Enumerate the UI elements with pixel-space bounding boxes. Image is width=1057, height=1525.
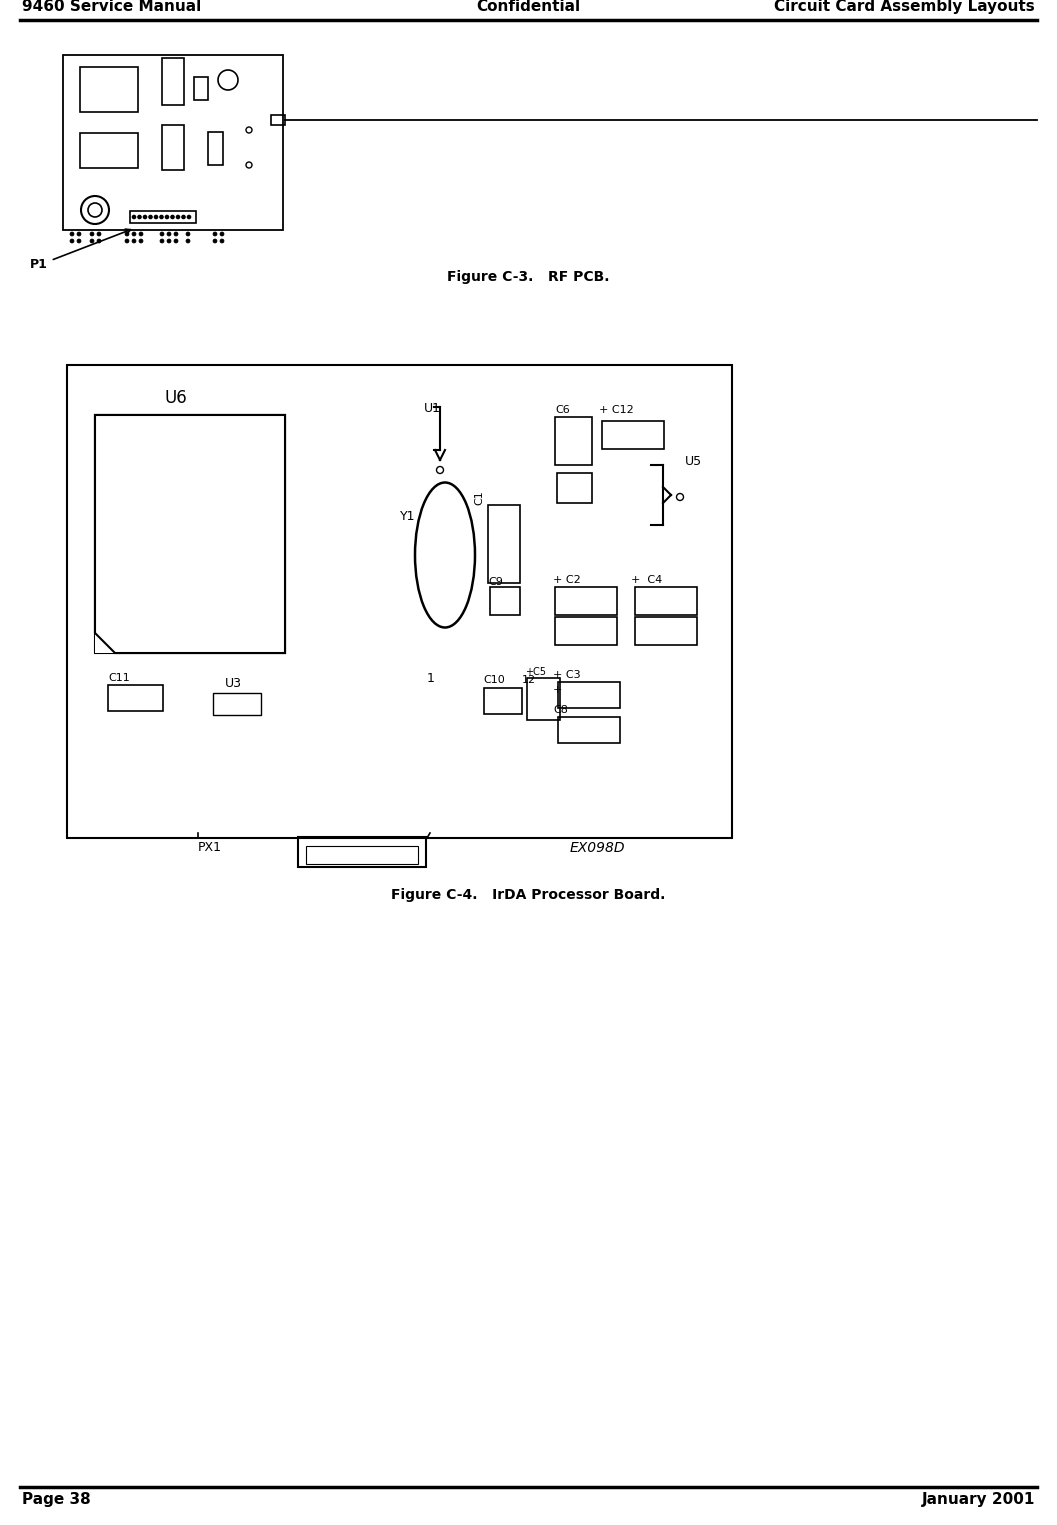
- Circle shape: [165, 215, 169, 218]
- Circle shape: [160, 232, 164, 236]
- Circle shape: [77, 239, 81, 242]
- Text: +: +: [553, 685, 562, 695]
- Circle shape: [186, 232, 190, 236]
- Text: PX1: PX1: [198, 840, 222, 854]
- Circle shape: [214, 239, 217, 242]
- Text: C9: C9: [488, 576, 503, 587]
- Bar: [194, 76, 208, 101]
- Text: C6: C6: [555, 406, 570, 415]
- Circle shape: [144, 215, 147, 218]
- Circle shape: [182, 215, 185, 218]
- Circle shape: [137, 215, 141, 218]
- Bar: [558, 682, 620, 708]
- Text: C8: C8: [553, 705, 568, 715]
- Text: + C3: + C3: [553, 669, 580, 680]
- Bar: [305, 846, 418, 865]
- Text: C10: C10: [483, 676, 505, 685]
- Circle shape: [70, 232, 74, 236]
- Circle shape: [174, 239, 178, 242]
- Circle shape: [149, 215, 152, 218]
- Bar: [63, 55, 283, 230]
- Text: EX098D: EX098D: [570, 840, 626, 856]
- Bar: [558, 717, 620, 743]
- Circle shape: [97, 239, 101, 242]
- Bar: [555, 416, 592, 465]
- Bar: [80, 67, 138, 111]
- Bar: [484, 688, 522, 714]
- Text: +C5: +C5: [525, 666, 546, 677]
- Bar: [95, 415, 285, 653]
- Text: 12: 12: [522, 676, 536, 685]
- Text: C1: C1: [474, 490, 484, 505]
- Circle shape: [220, 239, 224, 242]
- Text: January 2001: January 2001: [922, 1491, 1035, 1507]
- Bar: [635, 587, 697, 615]
- Text: U3: U3: [225, 677, 242, 689]
- Bar: [298, 837, 426, 868]
- Text: U1: U1: [424, 403, 441, 415]
- Bar: [490, 587, 520, 615]
- Text: Page 38: Page 38: [22, 1491, 91, 1507]
- Text: + C2: + C2: [553, 575, 580, 586]
- Circle shape: [187, 215, 190, 218]
- Bar: [271, 114, 285, 125]
- Bar: [208, 133, 223, 165]
- Text: + C12: + C12: [599, 406, 634, 415]
- Circle shape: [70, 239, 74, 242]
- Bar: [602, 421, 664, 448]
- Text: +  C4: + C4: [631, 575, 663, 586]
- Circle shape: [167, 239, 171, 242]
- Circle shape: [160, 215, 163, 218]
- Circle shape: [132, 215, 135, 218]
- Bar: [527, 679, 560, 720]
- Circle shape: [174, 232, 178, 236]
- Circle shape: [167, 232, 171, 236]
- Circle shape: [132, 232, 136, 236]
- Bar: [488, 505, 520, 583]
- Circle shape: [132, 239, 136, 242]
- Circle shape: [220, 232, 224, 236]
- Circle shape: [171, 215, 174, 218]
- Text: 1: 1: [427, 673, 434, 685]
- Circle shape: [125, 239, 129, 242]
- Bar: [214, 692, 261, 715]
- Circle shape: [154, 215, 157, 218]
- Text: Y1: Y1: [400, 509, 415, 523]
- Circle shape: [125, 232, 129, 236]
- Circle shape: [186, 239, 190, 242]
- Text: U5: U5: [685, 454, 702, 468]
- Bar: [162, 125, 184, 169]
- Text: Figure C-3.   RF PCB.: Figure C-3. RF PCB.: [447, 270, 609, 284]
- Bar: [557, 473, 592, 503]
- Text: 9460 Service Manual: 9460 Service Manual: [22, 0, 201, 14]
- Bar: [162, 58, 184, 105]
- Circle shape: [77, 232, 81, 236]
- Bar: [108, 685, 163, 711]
- Bar: [555, 618, 617, 645]
- Text: U6: U6: [165, 389, 188, 407]
- Bar: [67, 364, 733, 839]
- Circle shape: [90, 239, 94, 242]
- Text: Figure C-4.   IrDA Processor Board.: Figure C-4. IrDA Processor Board.: [391, 888, 665, 901]
- Bar: [95, 415, 285, 653]
- Circle shape: [160, 239, 164, 242]
- Text: C11: C11: [108, 673, 130, 683]
- Bar: [555, 587, 617, 615]
- Text: P1: P1: [30, 229, 131, 271]
- Circle shape: [214, 232, 217, 236]
- Text: Confidential: Confidential: [476, 0, 580, 14]
- Text: Circuit Card Assembly Layouts: Circuit Card Assembly Layouts: [774, 0, 1035, 14]
- Circle shape: [140, 239, 143, 242]
- Bar: [130, 210, 196, 223]
- Bar: [80, 133, 138, 168]
- Bar: [635, 618, 697, 645]
- Circle shape: [97, 232, 101, 236]
- Circle shape: [140, 232, 143, 236]
- Circle shape: [177, 215, 180, 218]
- Circle shape: [90, 232, 94, 236]
